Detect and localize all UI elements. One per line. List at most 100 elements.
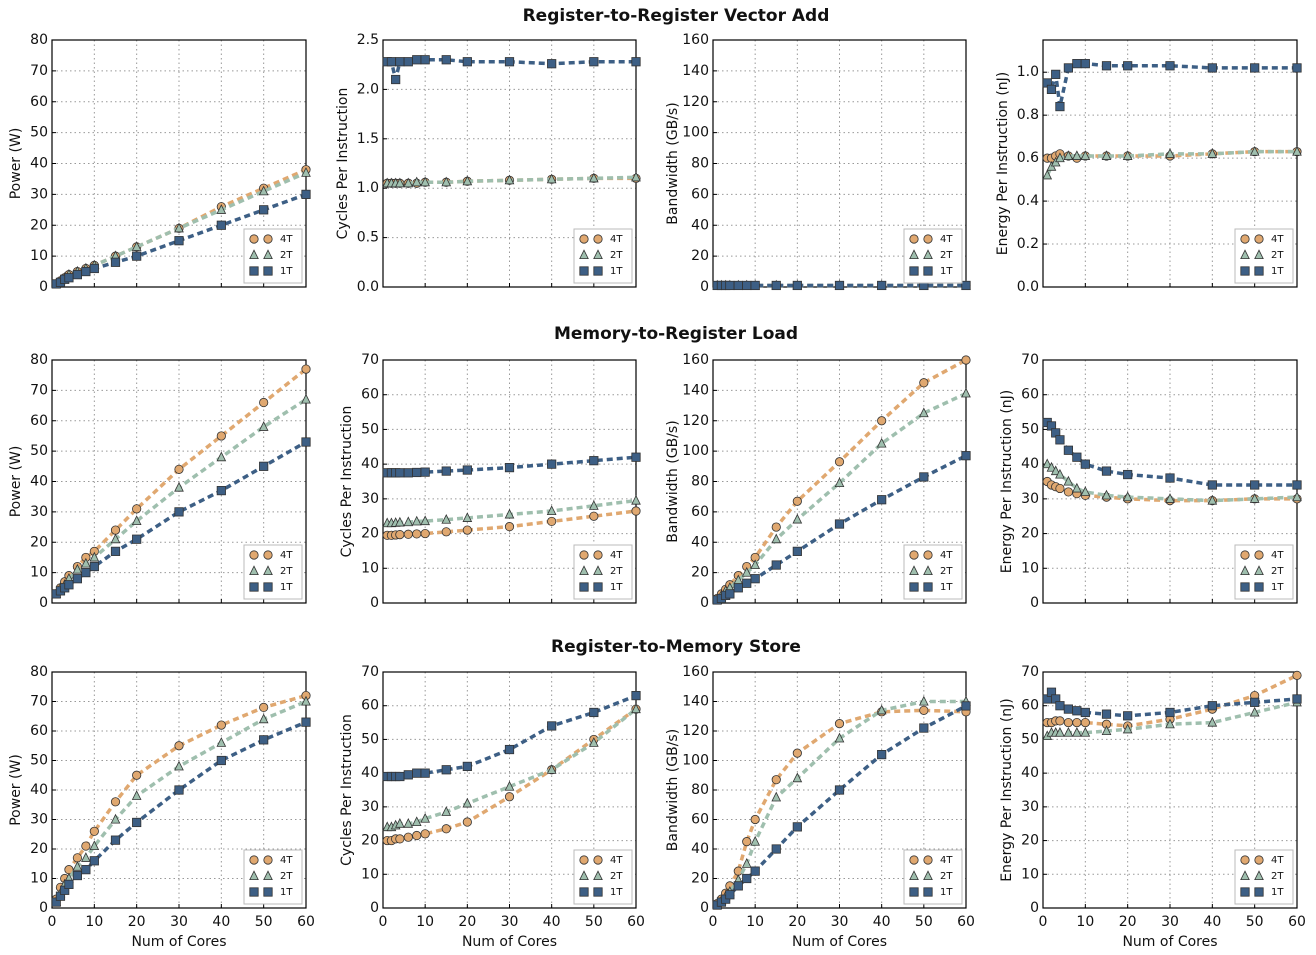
- marker: [1050, 465, 1061, 476]
- legend-label: 1T: [280, 582, 293, 593]
- marker: [1250, 480, 1260, 490]
- marker: [1072, 150, 1082, 160]
- marker: [909, 266, 919, 276]
- marker: [1249, 706, 1260, 717]
- marker: [216, 431, 226, 441]
- x-axis-label: Num of Cores: [1122, 934, 1217, 950]
- y-tick-label: 80: [691, 474, 709, 490]
- marker: [579, 565, 589, 575]
- marker: [1080, 717, 1090, 728]
- y-tick-label: 10: [361, 560, 379, 576]
- marker: [1254, 582, 1264, 592]
- marker: [249, 249, 259, 260]
- marker: [631, 452, 641, 462]
- marker: [919, 705, 929, 715]
- marker: [771, 844, 781, 854]
- marker: [395, 530, 405, 540]
- marker: [1165, 707, 1175, 718]
- marker: [412, 830, 422, 841]
- marker: [462, 525, 472, 535]
- y-tick-label: 0.4: [1017, 193, 1039, 209]
- marker: [412, 55, 422, 65]
- legend-label: 2T: [940, 250, 953, 261]
- row-title: Register-to-Register Vector Add: [523, 6, 830, 26]
- marker: [919, 378, 929, 388]
- marker: [110, 257, 121, 267]
- marker: [504, 508, 515, 519]
- marker: [411, 816, 422, 827]
- marker: [1254, 266, 1264, 276]
- y-axis-label: Cycles Per Instruction: [335, 88, 351, 240]
- x-tick-label: 30: [831, 914, 849, 930]
- marker: [504, 522, 515, 532]
- marker: [792, 822, 802, 832]
- marker: [263, 887, 273, 897]
- marker: [1101, 709, 1112, 719]
- marker: [771, 533, 782, 544]
- marker: [1072, 706, 1082, 716]
- y-tick-label: 0: [700, 595, 709, 611]
- marker: [395, 468, 405, 478]
- x-tick-label: 50: [915, 914, 933, 930]
- marker: [741, 858, 752, 868]
- y-tick-label: 40: [361, 456, 379, 472]
- y-axis-label: Power (W): [8, 446, 24, 518]
- y-tick-label: 10: [30, 565, 48, 581]
- marker: [1055, 152, 1065, 163]
- marker: [588, 737, 599, 747]
- marker: [81, 568, 91, 578]
- marker: [263, 855, 273, 865]
- marker: [750, 574, 760, 584]
- legend-label: 1T: [940, 582, 953, 593]
- marker: [403, 832, 413, 842]
- x-tick-label: 0: [379, 914, 388, 930]
- marker: [1101, 466, 1112, 476]
- marker: [1055, 716, 1065, 726]
- marker: [742, 280, 752, 291]
- marker: [750, 559, 761, 570]
- marker: [593, 550, 603, 560]
- marker: [263, 249, 273, 260]
- marker: [909, 870, 919, 880]
- marker: [919, 472, 929, 482]
- marker: [593, 855, 603, 865]
- marker: [216, 737, 227, 747]
- marker: [909, 565, 919, 575]
- marker: [918, 407, 929, 418]
- marker: [919, 723, 929, 733]
- marker: [132, 534, 142, 544]
- y-tick-label: 40: [30, 782, 48, 798]
- marker: [733, 881, 743, 891]
- legend-label: 4T: [940, 234, 953, 245]
- marker: [834, 785, 845, 795]
- marker: [462, 797, 473, 808]
- y-tick-label: 50: [30, 753, 48, 769]
- y-tick-label: 80: [30, 664, 48, 680]
- marker: [918, 695, 929, 706]
- y-axis-label: Power (W): [8, 128, 24, 200]
- marker: [64, 879, 74, 890]
- marker: [1240, 565, 1250, 575]
- marker: [1240, 582, 1250, 592]
- marker: [923, 550, 933, 560]
- marker: [263, 550, 273, 560]
- y-tick-label: 0: [370, 595, 379, 611]
- x-tick-label: 40: [543, 914, 561, 930]
- x-tick-label: 30: [170, 914, 188, 930]
- marker: [1165, 473, 1175, 483]
- marker: [1207, 494, 1218, 505]
- marker: [1063, 717, 1074, 728]
- marker: [1072, 452, 1082, 462]
- marker: [631, 703, 641, 714]
- y-tick-label: 10: [30, 248, 48, 264]
- marker: [1055, 468, 1065, 479]
- legend-label: 1T: [940, 887, 953, 898]
- marker: [579, 550, 589, 560]
- marker: [89, 856, 99, 866]
- y-tick-label: 70: [1021, 664, 1039, 680]
- y-axis-label: Energy Per Instruction (nJ): [999, 698, 1015, 882]
- marker: [412, 768, 422, 778]
- y-tick-label: 160: [682, 664, 709, 680]
- y-tick-label: 80: [30, 352, 48, 368]
- marker: [1122, 723, 1133, 734]
